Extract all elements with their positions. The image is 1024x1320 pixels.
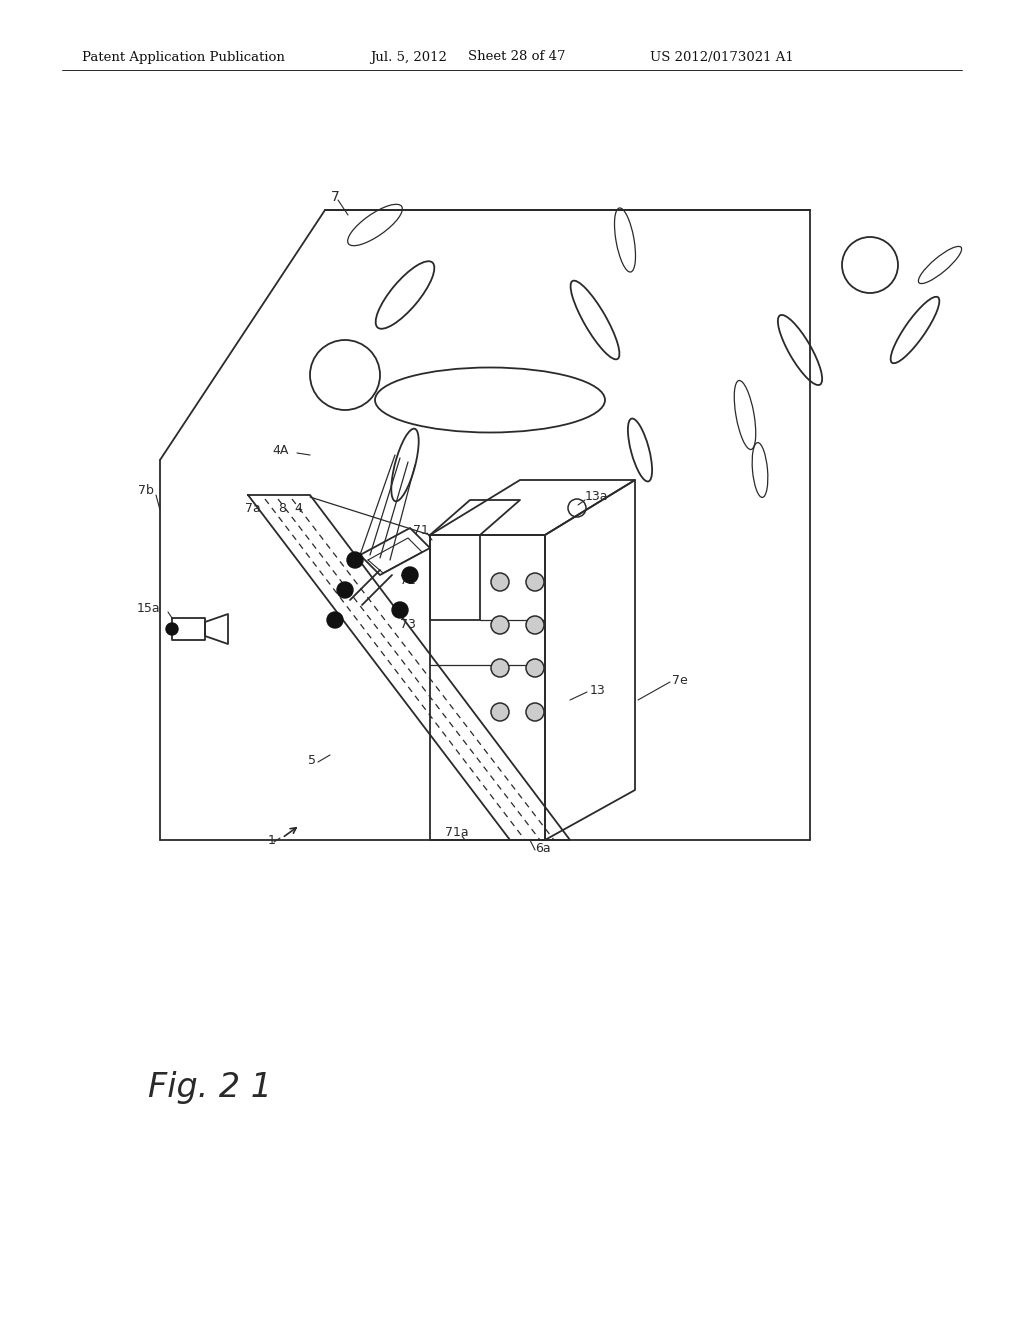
Circle shape bbox=[327, 612, 343, 628]
Circle shape bbox=[527, 660, 543, 676]
Circle shape bbox=[492, 704, 508, 719]
Circle shape bbox=[347, 552, 362, 568]
Text: 72: 72 bbox=[400, 573, 416, 586]
Circle shape bbox=[337, 582, 353, 598]
Text: 1: 1 bbox=[268, 833, 275, 846]
Circle shape bbox=[492, 574, 508, 590]
Circle shape bbox=[527, 616, 543, 634]
Text: 13: 13 bbox=[590, 684, 606, 697]
Circle shape bbox=[527, 704, 543, 719]
Text: Jul. 5, 2012: Jul. 5, 2012 bbox=[370, 50, 446, 63]
Text: 71: 71 bbox=[413, 524, 429, 536]
Text: Sheet 28 of 47: Sheet 28 of 47 bbox=[468, 50, 565, 63]
Text: Patent Application Publication: Patent Application Publication bbox=[82, 50, 285, 63]
Circle shape bbox=[492, 616, 508, 634]
Text: 15a: 15a bbox=[137, 602, 161, 615]
Text: 7e: 7e bbox=[672, 673, 688, 686]
Text: 8: 8 bbox=[278, 502, 286, 515]
Circle shape bbox=[402, 568, 418, 583]
Text: 7: 7 bbox=[331, 190, 340, 205]
Text: 5: 5 bbox=[308, 754, 316, 767]
Text: 7a: 7a bbox=[245, 502, 261, 515]
Text: 7b: 7b bbox=[138, 483, 154, 496]
Text: US 2012/0173021 A1: US 2012/0173021 A1 bbox=[650, 50, 794, 63]
Text: Fig. 2 1: Fig. 2 1 bbox=[148, 1072, 272, 1105]
Text: 71a: 71a bbox=[445, 825, 469, 838]
Circle shape bbox=[166, 623, 178, 635]
Circle shape bbox=[392, 602, 408, 618]
Circle shape bbox=[492, 660, 508, 676]
Text: 4: 4 bbox=[294, 502, 302, 515]
Circle shape bbox=[527, 574, 543, 590]
Text: 4A: 4A bbox=[272, 444, 289, 457]
Text: 6a: 6a bbox=[535, 842, 551, 854]
Text: 73: 73 bbox=[400, 619, 416, 631]
Text: 13a: 13a bbox=[585, 491, 608, 503]
